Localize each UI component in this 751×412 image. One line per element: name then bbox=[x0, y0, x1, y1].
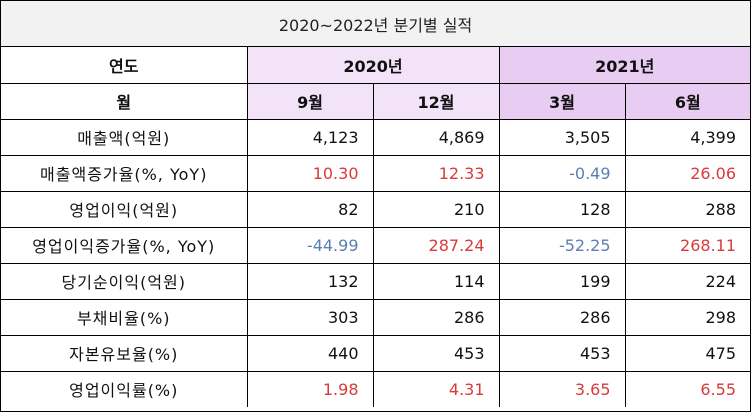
value-cell: 128 bbox=[498, 190, 626, 228]
row-label: 매출액증가율(%, YoY) bbox=[1, 154, 248, 192]
row-label: 영업이익(억원) bbox=[1, 190, 248, 228]
value-cell: 286 bbox=[372, 298, 500, 336]
row-label: 영업이익률(%) bbox=[1, 370, 248, 407]
value-cell: 114 bbox=[372, 262, 500, 300]
header-row-year: 연도 2020년 2021년 bbox=[1, 47, 751, 84]
value-cell: 440 bbox=[246, 334, 374, 372]
row-label: 영업이익증가율(%, YoY) bbox=[1, 226, 248, 264]
value-cell: 6.55 bbox=[624, 370, 751, 407]
value-cell: 4.31 bbox=[372, 370, 500, 407]
table-row: 영업이익(억원) 82 210 128 288 bbox=[1, 190, 751, 228]
month-header-9: 9월 bbox=[246, 82, 374, 120]
value-cell: 4,123 bbox=[246, 118, 374, 156]
value-cell: 453 bbox=[372, 334, 500, 372]
year-2020-header: 2020년 bbox=[246, 47, 500, 84]
table-row: 영업이익률(%) 1.98 4.31 3.65 6.55 bbox=[1, 370, 751, 407]
value-cell: 453 bbox=[498, 334, 626, 372]
value-cell: 303 bbox=[246, 298, 374, 336]
value-cell: 82 bbox=[246, 190, 374, 228]
table-row: 매출액(억원) 4,123 4,869 3,505 4,399 bbox=[1, 118, 751, 156]
quarterly-results-table: 연도 2020년 2021년 월 9월 12월 3월 6월 매출액(억원) 4,1… bbox=[1, 47, 751, 407]
value-cell: -0.49 bbox=[498, 154, 626, 192]
value-cell: 298 bbox=[624, 298, 751, 336]
table-title: 2020~2022년 분기별 실적 bbox=[1, 1, 750, 47]
value-cell: 288 bbox=[624, 190, 751, 228]
value-cell: 199 bbox=[498, 262, 626, 300]
month-header-6: 6월 bbox=[624, 82, 751, 120]
month-header-12: 12월 bbox=[372, 82, 500, 120]
month-header-label: 월 bbox=[1, 82, 248, 120]
table-row: 매출액증가율(%, YoY) 10.30 12.33 -0.49 26.06 bbox=[1, 154, 751, 192]
header-row-month: 월 9월 12월 3월 6월 bbox=[1, 82, 751, 120]
month-header-3: 3월 bbox=[498, 82, 626, 120]
value-cell: 475 bbox=[624, 334, 751, 372]
value-cell: -44.99 bbox=[246, 226, 374, 264]
year-2021-header: 2021년 bbox=[498, 47, 751, 84]
value-cell: 3,505 bbox=[498, 118, 626, 156]
table-row: 부채비율(%) 303 286 286 298 bbox=[1, 298, 751, 336]
value-cell: 268.11 bbox=[624, 226, 751, 264]
value-cell: 12.33 bbox=[372, 154, 500, 192]
value-cell: 4,869 bbox=[372, 118, 500, 156]
value-cell: 287.24 bbox=[372, 226, 500, 264]
value-cell: 10.30 bbox=[246, 154, 374, 192]
value-cell: 4,399 bbox=[624, 118, 751, 156]
value-cell: 224 bbox=[624, 262, 751, 300]
value-cell: 132 bbox=[246, 262, 374, 300]
row-label: 부채비율(%) bbox=[1, 298, 248, 336]
year-header-label: 연도 bbox=[1, 47, 248, 84]
value-cell: 286 bbox=[498, 298, 626, 336]
table-row: 영업이익증가율(%, YoY) -44.99 287.24 -52.25 268.11 bbox=[1, 226, 751, 264]
table-row: 당기순이익(억원) 132 114 199 224 bbox=[1, 262, 751, 300]
table-row: 자본유보율(%) 440 453 453 475 bbox=[1, 334, 751, 372]
row-label: 당기순이익(억원) bbox=[1, 262, 248, 300]
value-cell: -52.25 bbox=[498, 226, 626, 264]
value-cell: 210 bbox=[372, 190, 500, 228]
row-label: 자본유보율(%) bbox=[1, 334, 248, 372]
row-label: 매출액(억원) bbox=[1, 118, 248, 156]
value-cell: 1.98 bbox=[246, 370, 374, 407]
value-cell: 26.06 bbox=[624, 154, 751, 192]
value-cell: 3.65 bbox=[498, 370, 626, 407]
